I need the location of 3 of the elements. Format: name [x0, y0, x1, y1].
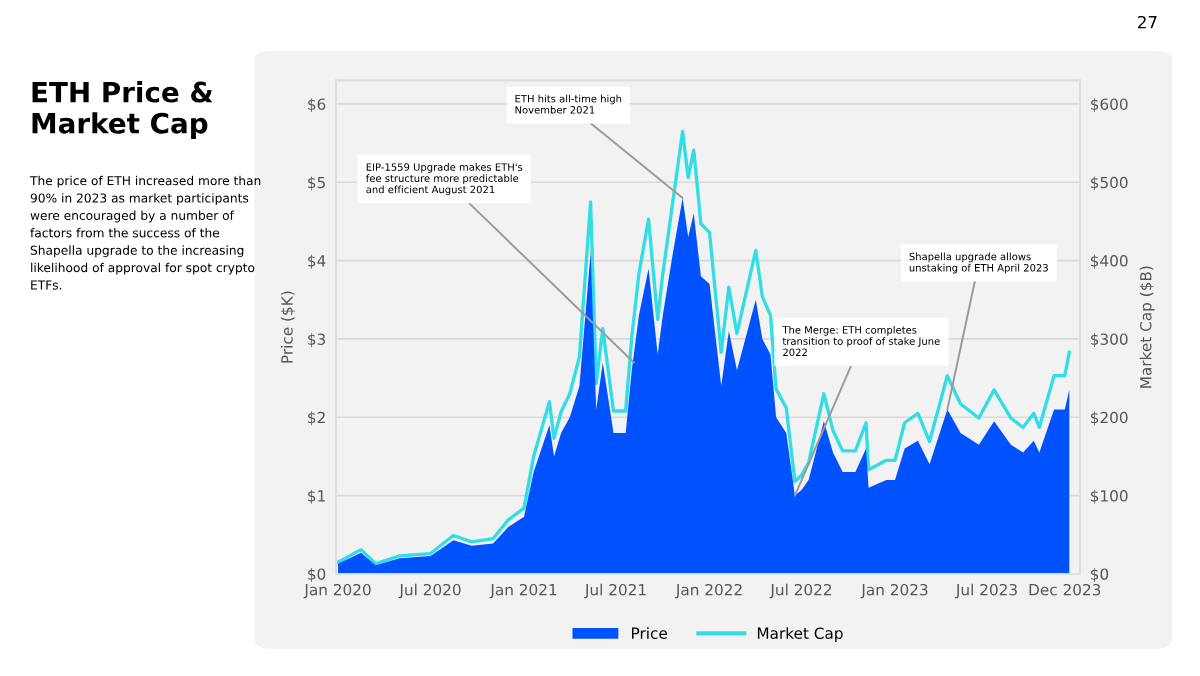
line-series	[336, 129, 1071, 566]
text: 27	[1138, 15, 1157, 29]
text: ETH Price & Market Cap	[32, 81, 213, 140]
